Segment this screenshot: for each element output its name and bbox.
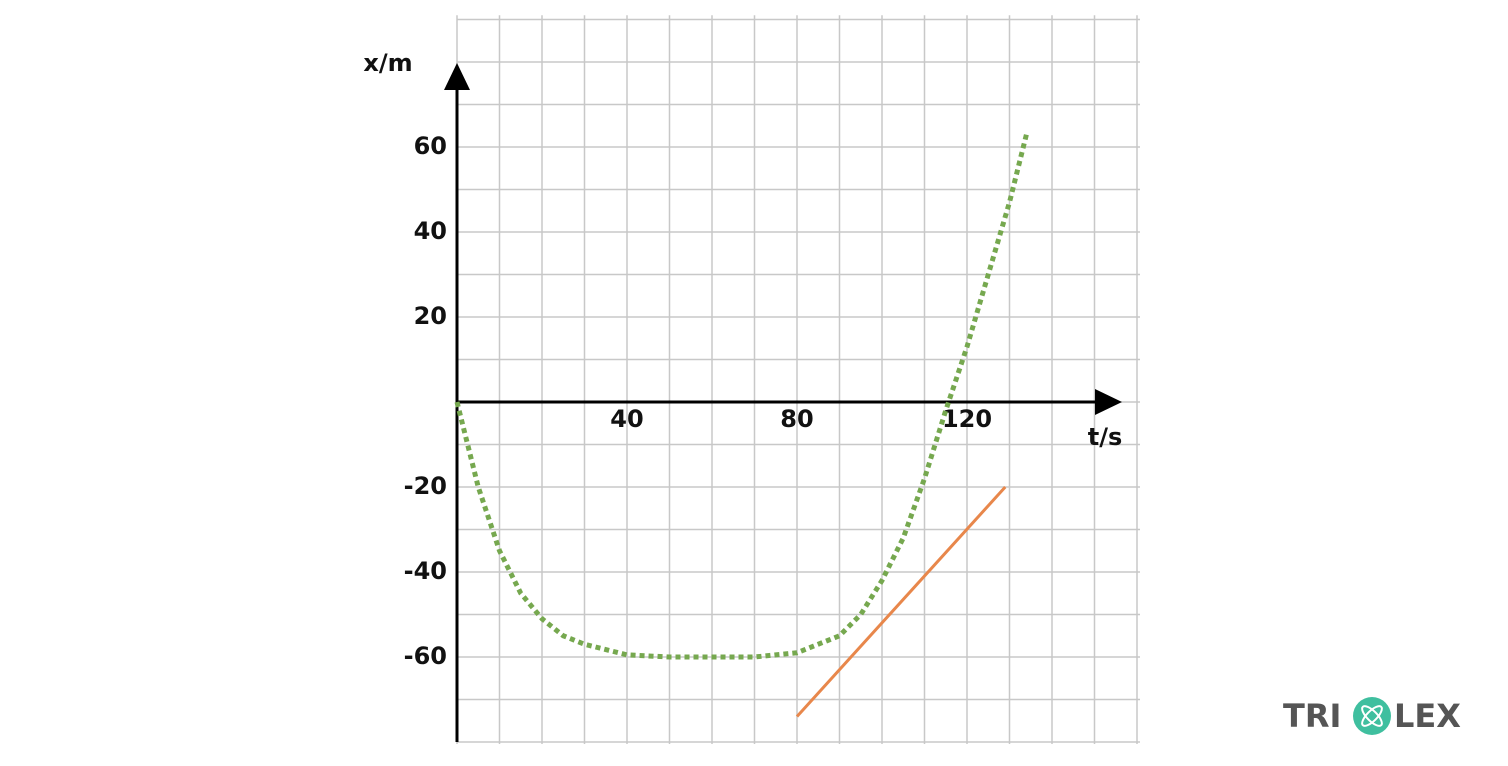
line-series: [454, 133, 1029, 660]
y-tick-label: 60: [414, 132, 447, 160]
x-axis-label: t/s: [1088, 423, 1123, 451]
y-tick-label: 20: [414, 302, 447, 330]
x-axis-arrow: [1095, 389, 1122, 415]
y-tick-label: -60: [404, 642, 447, 670]
y-axis-arrow: [444, 63, 470, 90]
brand-icon-orbit: [1361, 705, 1383, 727]
y-axis-label: x/m: [363, 49, 412, 77]
x-tick-label: 120: [942, 405, 992, 433]
x-tick-label: 40: [610, 405, 643, 433]
y-tick-label: 40: [414, 217, 447, 245]
y-tick-label: -20: [404, 472, 447, 500]
brand-text: LEX: [1394, 697, 1461, 735]
plot: [454, 133, 1029, 718]
brand-icon: [1353, 697, 1391, 735]
brand-text: TRI: [1283, 697, 1341, 735]
brand-icon-orbit: [1361, 705, 1383, 727]
y-tick-label: -40: [404, 557, 447, 585]
grid: 40 80 120 -60 -40 -20 20 40 60: [404, 15, 1140, 744]
line-series: [795, 485, 1007, 718]
x-tick-label: 80: [780, 405, 813, 433]
brand-logo: TRI LEX: [1283, 697, 1461, 735]
